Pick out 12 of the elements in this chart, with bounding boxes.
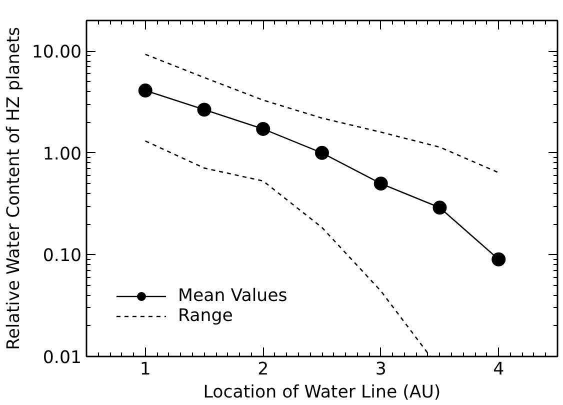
y-tick-label: 0.10 xyxy=(42,246,82,266)
legend-label: Range xyxy=(178,306,233,326)
legend-label: Mean Values xyxy=(178,286,288,306)
x-tick-label: 3 xyxy=(375,360,386,380)
x-tick-label: 1 xyxy=(140,360,151,380)
x-axis-title: Location of Water Line (AU) xyxy=(203,382,441,402)
y-tick-label: 0.01 xyxy=(42,348,82,368)
x-tick-label: 2 xyxy=(258,360,269,380)
y-tick-label: 1.00 xyxy=(42,144,82,164)
y-axis-title: Relative Water Content of HZ planets xyxy=(4,26,24,350)
y-tick-label: 10.00 xyxy=(32,42,82,63)
x-tick-label: 4 xyxy=(493,360,504,380)
